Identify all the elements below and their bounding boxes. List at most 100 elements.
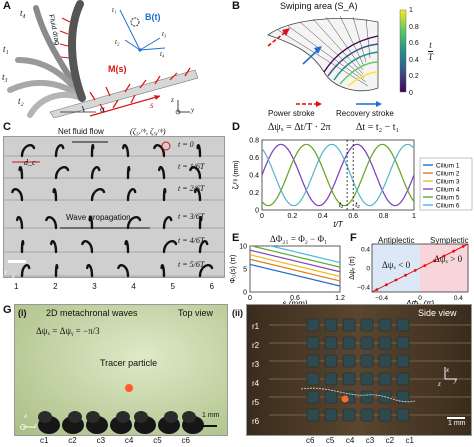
panel-b: B Swiping area (S_A) — [228, 0, 474, 118]
b-tick: 1 — [409, 7, 413, 14]
f-data-point — [413, 269, 417, 272]
g-ii-cilium — [360, 408, 374, 422]
f-antiplectic-region — [372, 244, 420, 292]
b-tick: 0.6 — [409, 40, 419, 48]
g-row: r6 — [252, 417, 260, 426]
g-ii-cilium — [378, 318, 392, 332]
d-ytick: 0.6 — [249, 155, 259, 162]
b-cb-den: T — [428, 52, 434, 62]
g-scale-ii: 1 mm — [448, 420, 466, 427]
c-cilium — [20, 264, 31, 278]
g-ii-tracer-particle — [341, 395, 349, 403]
g-ii-axis-z: z — [438, 380, 441, 388]
panel-e: E ΔΦ₂₁ = Φ₂ − Φ₁ 0 0.6 1.2 0 5 10 s (mm) Φ₍₎(s)… — [228, 230, 348, 308]
g-ii-cilium — [378, 408, 392, 422]
c-scale-bar — [8, 260, 26, 263]
g-ii-cilium — [342, 372, 356, 386]
c-cilium — [50, 240, 58, 254]
c-cilium — [162, 240, 178, 254]
c-tip: (ζ₅ₓᵗⁱᵖ, ζ₅ᵧᵗⁱᵖ) — [130, 127, 166, 136]
g-ii-cilium — [324, 390, 338, 404]
g-ii-photo — [246, 304, 472, 436]
f-plot-frame — [371, 243, 469, 293]
f-symplectic: Symplectic — [430, 236, 469, 245]
c-cilium — [198, 240, 209, 254]
panel-a: A — [0, 0, 200, 118]
c-cilium — [189, 166, 202, 180]
f-xtick: 0 — [418, 295, 422, 302]
c-cilium — [11, 188, 24, 202]
a-small-t3: t₃ — [162, 30, 167, 38]
f-neg: Δψₓ < 0 — [382, 260, 411, 270]
c-cilium — [198, 264, 214, 278]
g-row: r1 — [252, 322, 260, 331]
c-cilium — [54, 144, 65, 158]
d-xtick: 0.4 — [318, 213, 328, 220]
g-i-scale-bar — [201, 425, 217, 427]
g-row: r4 — [252, 379, 260, 388]
d-legend-label: Cilium 6 — [436, 203, 460, 210]
g-ii-cilium — [324, 318, 338, 332]
a-alpha: α — [100, 104, 105, 114]
c-cilium — [117, 264, 130, 278]
g-ii-grid — [269, 318, 471, 422]
e-plot-frame — [249, 245, 341, 293]
b-colorbar-label: t T — [428, 40, 434, 63]
e-xtick: 0 — [248, 295, 252, 302]
f-ytick: −0.4 — [357, 285, 370, 292]
d-legend-box — [419, 157, 473, 211]
c-cilia-frames — [4, 141, 224, 278]
c-dc: d_c — [24, 158, 36, 167]
g-i-cilium-tip — [86, 411, 100, 423]
g-ii-cilium — [396, 354, 410, 368]
c-cilium — [196, 144, 202, 158]
c-cilium — [194, 188, 202, 202]
g-ii-cilium — [342, 318, 356, 332]
g-i-axis-x: x — [24, 412, 28, 420]
c-time: t = 0 — [178, 140, 194, 149]
e-series-line — [268, 246, 340, 264]
c-time: t = 2/6T — [178, 184, 205, 193]
c-num: 5 — [170, 282, 175, 291]
c-time: t = 5/6T — [178, 260, 205, 269]
b-colorbar-ticks: 1 0.8 0.6 0.4 0.2 0 — [409, 7, 419, 97]
f-data-point — [461, 245, 465, 248]
panel-a-label: A — [3, 0, 11, 12]
g-ii-axis-x: x — [446, 366, 450, 374]
g-col: c5 — [325, 436, 335, 445]
g-ii-cilium — [306, 390, 320, 404]
g-row: r5 — [252, 398, 260, 407]
d-legend-label: Cilium 3 — [436, 179, 460, 186]
a-axis-y: y — [191, 106, 195, 114]
d-series-line — [261, 143, 415, 207]
c-cilium — [124, 240, 130, 254]
panel-b-label: B — [232, 0, 240, 12]
c-time: t = 3/6T — [178, 212, 205, 221]
d-xtick: 0 — [260, 213, 264, 220]
g-i-cilium-tip — [68, 411, 82, 423]
f-xlabel: ΔΦₓ (π) — [405, 299, 434, 308]
g-i-cilium-tip — [164, 411, 178, 423]
panel-e-label: E — [232, 232, 240, 244]
d-t2-label: t₂ — [355, 202, 360, 209]
g-ii-cilium — [324, 408, 338, 422]
g-ii-scale-bar — [447, 417, 465, 419]
g-ii-cilium — [324, 336, 338, 350]
g-row: r3 — [252, 360, 260, 369]
c-cilium — [126, 216, 142, 230]
b-tick: 0.4 — [409, 56, 419, 64]
g-ii-cilium — [306, 354, 320, 368]
e-series-line — [250, 249, 340, 273]
g-tracer: Tracer particle — [100, 358, 158, 368]
c-cilium — [162, 188, 167, 202]
g-i-axis-origin — [20, 424, 26, 430]
g-ii-cilium — [342, 408, 356, 422]
d-t1-label: t₁ — [339, 202, 344, 209]
g-phase: Δψₓ = Δψᵧ = −π/3 — [36, 326, 100, 336]
d-xtick: 0.8 — [379, 213, 389, 220]
g-i-cilium-tip — [134, 411, 148, 423]
panel-f: F −0.4 0 0.4 −0.4 0 0.4 ΔΦₓ (π) Δψₓ (π) Antiple… — [348, 230, 474, 308]
c-cilium — [90, 166, 101, 180]
f-data-point — [385, 283, 388, 287]
c-cilium — [160, 264, 166, 278]
